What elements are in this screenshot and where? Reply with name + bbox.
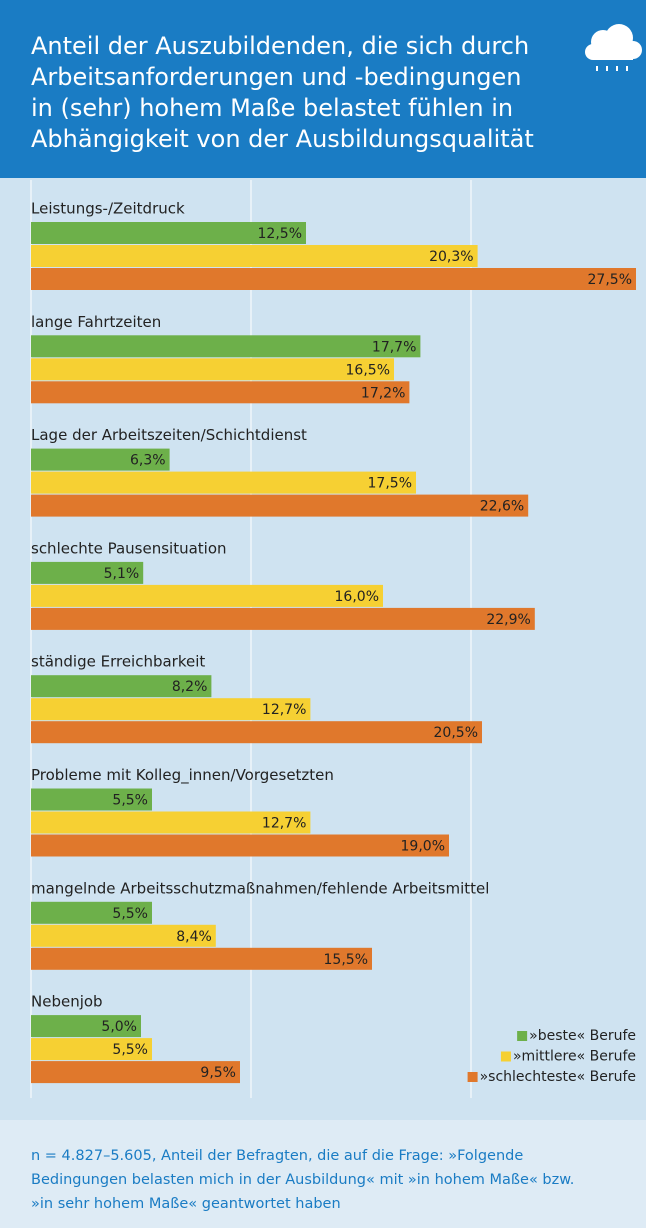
bars: Leistungs-/Zeitdruck 12,5% 20,3% 27,5% lange…: [31, 200, 636, 1084]
category-label: lange Fahrtzeiten: [31, 313, 161, 331]
legend-label: »beste« Berufe: [529, 1028, 636, 1044]
legend-swatch: [517, 1031, 528, 1041]
value-label: 8,4%: [176, 929, 212, 945]
value-label: 5,5%: [112, 1042, 148, 1058]
header: [0, 0, 646, 178]
bar: [31, 1038, 152, 1061]
bar: [31, 607, 535, 630]
bar: [31, 788, 152, 811]
value-label: 9,5%: [200, 1065, 236, 1081]
category-label: Probleme mit Kolleg_innen/Vorgesetzten: [31, 766, 334, 785]
bar: [31, 721, 482, 744]
bar: [31, 494, 529, 517]
footnote-line: »in sehr hohem Maße« geantwortet haben: [31, 1196, 341, 1212]
value-label: 22,9%: [486, 612, 530, 628]
title-line: Anteil der Auszubildenden, die sich durc…: [31, 32, 529, 60]
value-label: 5,0%: [101, 1019, 137, 1035]
value-label: 27,5%: [588, 272, 632, 288]
bar: [31, 448, 170, 471]
value-label: 20,5%: [434, 725, 478, 741]
value-label: 20,3%: [429, 249, 473, 265]
value-label: 22,6%: [480, 499, 524, 515]
title-line: Arbeitsanforderungen und -bedingungen: [31, 63, 521, 91]
value-label: 5,5%: [112, 793, 148, 809]
bar: [31, 561, 144, 584]
cloud-icon: [585, 24, 642, 71]
bar: [31, 584, 383, 607]
value-label: 19,0%: [401, 839, 445, 855]
bar: [31, 947, 372, 970]
value-label: 16,0%: [335, 589, 379, 605]
category-label: schlechte Pausensituation: [31, 539, 227, 557]
value-label: 5,5%: [112, 906, 148, 922]
bar: [31, 471, 416, 494]
bar: [31, 358, 394, 381]
bar: [31, 1061, 240, 1084]
footnote: n = 4.827–5.605, Anteil der Befragten, d…: [31, 1148, 574, 1212]
bar: [31, 245, 478, 267]
value-label: 17,7%: [372, 339, 416, 355]
bar: [31, 222, 306, 244]
value-label: 12,7%: [262, 816, 306, 832]
legend-label: »mittlere« Berufe: [513, 1049, 636, 1065]
title-line: in (sehr) hohem Maße belastet fühlen in: [31, 94, 513, 122]
bar: [31, 901, 152, 924]
bar: [31, 381, 410, 404]
category-label: Lage der Arbeitszeiten/Schichtdienst: [31, 426, 307, 444]
bar: [31, 834, 449, 857]
category-label: Nebenjob: [31, 993, 103, 1011]
legend-swatch: [467, 1072, 478, 1082]
value-label: 5,1%: [104, 566, 140, 582]
value-label: 6,3%: [130, 453, 166, 469]
footer: [0, 1120, 646, 1228]
bar: [31, 924, 216, 947]
bar: [31, 675, 212, 698]
bar: [31, 268, 636, 290]
value-label: 8,2%: [172, 679, 208, 695]
chart-title: Anteil der Auszubildenden, die sich durc…: [31, 32, 534, 153]
title-line: Abhängigkeit von der Ausbildungsqualität: [31, 125, 534, 153]
bar: [31, 335, 421, 358]
value-label: 12,5%: [258, 226, 302, 242]
footnote-line: Bedingungen belasten mich in der Ausbild…: [31, 1172, 574, 1188]
legend-label: »schlechteste« Berufe: [480, 1069, 636, 1085]
value-label: 16,5%: [346, 362, 390, 378]
bar: [31, 698, 311, 721]
legend: »beste« Berufe »mittlere« Berufe »schlecht…: [467, 1028, 636, 1085]
value-label: 12,7%: [262, 702, 306, 718]
category-label: mangelnde Arbeitsschutzmaßnahmen/fehlend…: [31, 879, 489, 897]
value-label: 17,5%: [368, 476, 412, 492]
legend-swatch: [500, 1051, 511, 1062]
bar: [31, 1015, 141, 1038]
value-label: 15,5%: [324, 952, 368, 968]
value-label: 17,2%: [361, 385, 405, 401]
footnote-line: n = 4.827–5.605, Anteil der Befragten, d…: [31, 1148, 523, 1164]
category-label: ständige Erreichbarkeit: [31, 653, 205, 671]
bar: [31, 811, 311, 834]
category-label: Leistungs-/Zeitdruck: [31, 200, 185, 218]
